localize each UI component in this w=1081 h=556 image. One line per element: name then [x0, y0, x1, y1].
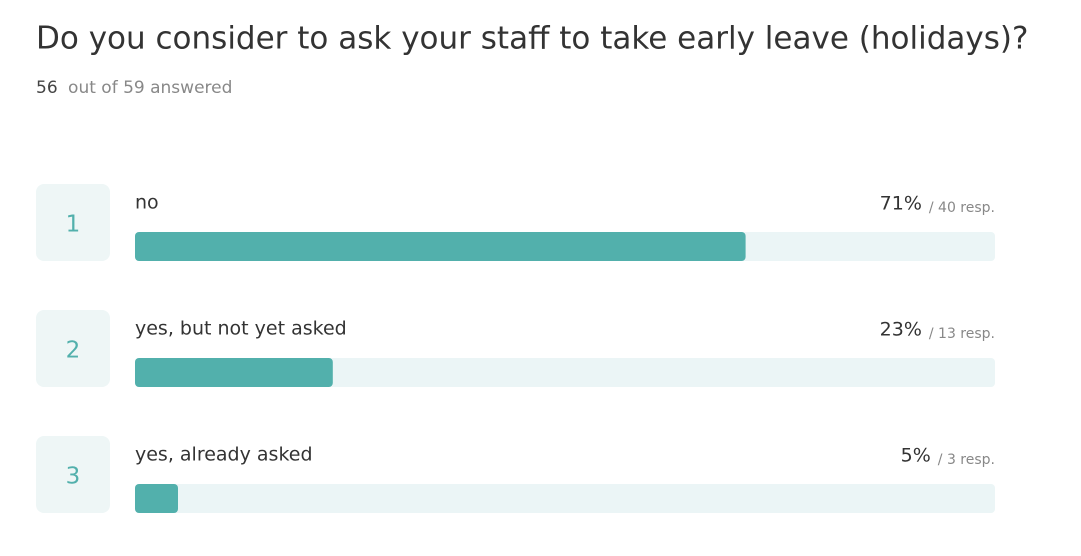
- option-label: yes, but not yet asked: [135, 318, 347, 340]
- option-label: no: [135, 192, 159, 214]
- rank-number: 1: [66, 212, 81, 238]
- option-label: yes, already asked: [135, 444, 313, 466]
- percent-label: 23%: [880, 319, 922, 341]
- bar: [135, 358, 333, 387]
- answered-text: out of 59 answered: [68, 78, 232, 98]
- rank-number: 3: [66, 464, 81, 490]
- percent-label: 5%: [901, 445, 931, 467]
- bar: [135, 232, 746, 261]
- percent-label: 71%: [880, 193, 922, 215]
- question-title: Do you consider to ask your staff to tak…: [36, 21, 1028, 57]
- response-count: / 40 resp.: [929, 200, 995, 216]
- answered-summary: 56 out of 59 answered: [36, 78, 232, 98]
- bar-track: [135, 358, 995, 387]
- answered-count: 56: [36, 78, 58, 98]
- response-count: / 13 resp.: [929, 326, 995, 342]
- rank-box: [36, 310, 110, 387]
- bar: [135, 484, 178, 513]
- rank-box: [36, 184, 110, 261]
- rank-number: 2: [66, 338, 81, 364]
- bar-track: [135, 484, 995, 513]
- response-count: / 3 resp.: [938, 452, 995, 468]
- rank-box: [36, 436, 110, 513]
